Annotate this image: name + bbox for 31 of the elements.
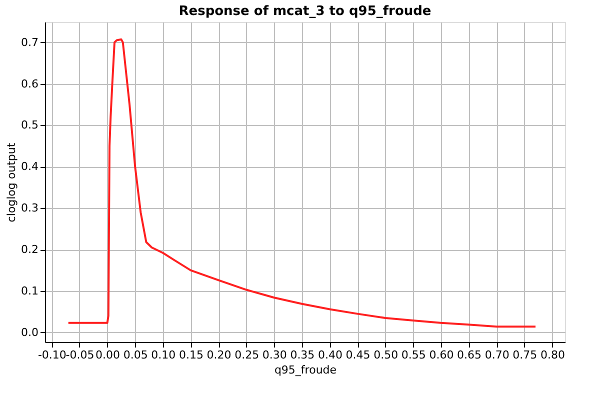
x-tick-label: 0.75 <box>512 348 538 362</box>
x-tick-label: 0.60 <box>429 348 454 362</box>
x-tick-label: 0.65 <box>457 348 482 362</box>
x-tick-label: 0.05 <box>123 348 148 362</box>
x-tick-label: 0.40 <box>318 348 342 362</box>
y-axis-title: cloglog output <box>5 142 18 222</box>
x-tick-label: 0.45 <box>346 348 370 362</box>
x-tick-label: 0.10 <box>151 348 176 362</box>
chart-title: Response of mcat_3 to q95_froude <box>178 4 432 19</box>
x-axis-title: q95_froude <box>274 364 337 376</box>
x-tick-label: 0.50 <box>374 348 398 362</box>
x-tick-label: 0.30 <box>262 348 287 362</box>
x-tick-label: -0.05 <box>66 348 94 362</box>
y-tick-label: 0.5 <box>21 118 38 132</box>
x-tick-label: -0.10 <box>38 348 66 362</box>
y-tick-label: 0.2 <box>21 243 38 256</box>
x-tick-label: 0.35 <box>290 348 315 362</box>
y-tick-label: 0.4 <box>21 160 38 174</box>
y-tick-label: 0.0 <box>21 326 38 339</box>
y-tick-label: 0.7 <box>21 36 38 49</box>
x-tick-label: 0.15 <box>178 348 204 362</box>
x-tick-label: 0.55 <box>401 348 426 362</box>
x-tick-label: 0.25 <box>234 348 260 362</box>
x-tick-label: 0.00 <box>96 348 120 362</box>
x-tick-label: 0.70 <box>484 348 510 362</box>
y-tick-label: 0.3 <box>21 202 38 215</box>
x-tick-label: 0.20 <box>206 348 232 362</box>
y-tick-label: 0.6 <box>21 77 38 90</box>
y-tick-label: 0.1 <box>21 284 38 298</box>
x-tick-label: 0.80 <box>540 348 565 362</box>
line-series <box>67 38 537 328</box>
